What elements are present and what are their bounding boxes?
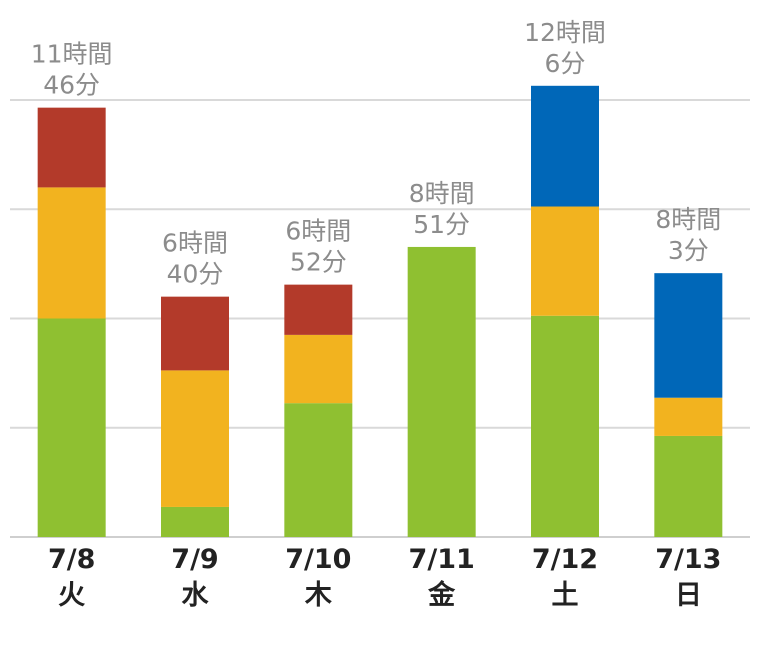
bar-segment <box>654 273 723 398</box>
total-label: 11時間 <box>31 40 113 69</box>
x-tick-day: 火 <box>58 580 85 611</box>
x-tick-day: 木 <box>304 580 332 611</box>
total-label: 8時間 <box>655 205 721 234</box>
bar-segment <box>284 403 353 537</box>
total-label: 52分 <box>290 248 347 277</box>
total-label: 46分 <box>43 71 100 100</box>
x-tick-date: 7/10 <box>285 544 351 575</box>
bar-segment <box>654 397 723 436</box>
bar-segment <box>284 284 353 335</box>
x-tick-day: 日 <box>675 580 702 611</box>
x-tick-day: 金 <box>427 579 456 611</box>
bar-segment <box>37 187 106 319</box>
bar-segment <box>161 296 229 371</box>
total-label: 51分 <box>413 210 470 239</box>
x-tick-date: 7/8 <box>48 544 95 575</box>
x-axis-labels: 7/8 火 7/9 水 7/10 木 7/11 金 7/12 土 7/13 日 <box>48 544 722 611</box>
bar-segment <box>161 370 229 507</box>
bar-segment <box>531 315 599 537</box>
bar-segment <box>37 318 106 537</box>
bar-segment <box>37 107 106 188</box>
bar-segment <box>161 506 229 537</box>
x-tick-date: 7/9 <box>171 544 218 575</box>
total-label: 40分 <box>167 260 224 289</box>
bar-segment <box>654 435 723 537</box>
bars <box>37 85 723 537</box>
x-tick-date: 7/12 <box>532 544 598 575</box>
total-label: 12時間 <box>524 18 606 47</box>
x-tick-date: 7/13 <box>655 544 721 575</box>
total-label: 6時間 <box>162 229 228 258</box>
total-label: 6時間 <box>285 217 351 246</box>
bar-segment <box>531 85 599 207</box>
gridlines <box>10 99 750 538</box>
x-tick-date: 7/11 <box>409 544 475 575</box>
x-tick-day: 水 <box>182 580 210 611</box>
total-label: 8時間 <box>409 179 475 208</box>
total-label: 3分 <box>668 236 709 265</box>
bar-segment <box>284 334 353 404</box>
bar-segment <box>407 246 476 537</box>
total-label: 6分 <box>545 49 586 78</box>
x-tick-day: 土 <box>552 580 579 611</box>
bar-segment <box>531 206 599 316</box>
